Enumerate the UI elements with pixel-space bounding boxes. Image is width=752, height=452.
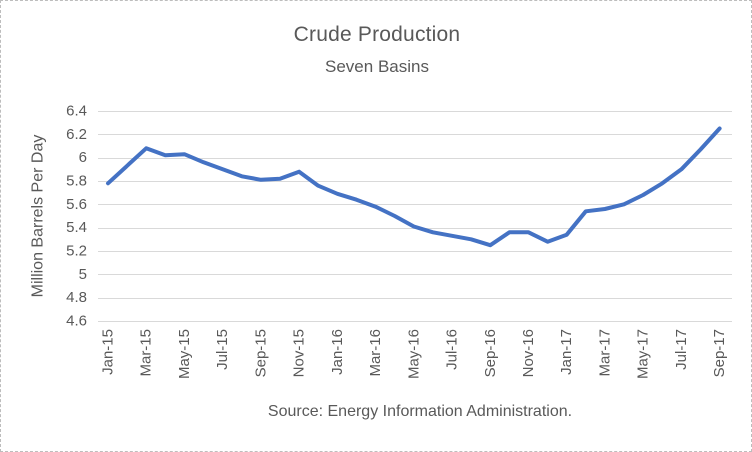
chart-title: Crude Production (293, 23, 461, 46)
x-axis-tick-label: Nov-16 (520, 329, 537, 377)
x-axis-tick-label: Mar-16 (367, 329, 384, 377)
y-axis-tick-label: 4.6 (66, 313, 87, 330)
x-axis-tick-label: May-15 (176, 329, 193, 379)
y-axis-tick-label: 6.2 (66, 126, 87, 143)
y-axis-tick-label: 5.6 (66, 196, 87, 213)
chart-subtitle: Seven Basins (325, 57, 429, 76)
x-axis-tick-label: Mar-17 (596, 329, 613, 377)
x-axis-tick-label: Mar-15 (138, 329, 155, 377)
x-axis-tick-label: Sep-17 (711, 329, 728, 377)
x-axis-tick-label: May-16 (405, 329, 422, 379)
y-axis-tick-label: 4.8 (66, 289, 87, 306)
x-axis-tick-label: Sep-16 (482, 329, 499, 377)
y-axis-tick-label: 5 (79, 266, 87, 283)
y-axis-tick-label: 6.4 (66, 103, 87, 120)
x-axis-tick-label: May-17 (635, 329, 652, 379)
x-axis-tick-label: Jan-16 (329, 329, 346, 375)
y-axis-title: Million Barrels Per Day (30, 135, 47, 298)
x-axis-tick-label: Jul-16 (444, 329, 461, 370)
y-axis-tick-label: 5.2 (66, 243, 87, 260)
y-axis-tick-label: 5.4 (66, 219, 87, 236)
source-note: Source: Energy Information Administratio… (267, 403, 573, 420)
x-axis-tick-label: Jan-15 (100, 329, 117, 375)
x-axis-tick-label: Sep-15 (252, 329, 269, 377)
x-axis-tick-label: Nov-15 (291, 329, 308, 377)
crude-production-series-line (106, 126, 722, 248)
x-axis-tick-label: Jul-17 (673, 329, 690, 370)
y-axis-tick-label: 6 (79, 149, 87, 166)
x-axis-tick-label: Jul-15 (214, 329, 231, 370)
y-axis-tick-label: 5.8 (66, 173, 87, 190)
x-axis-tick-label: Jan-17 (558, 329, 575, 375)
